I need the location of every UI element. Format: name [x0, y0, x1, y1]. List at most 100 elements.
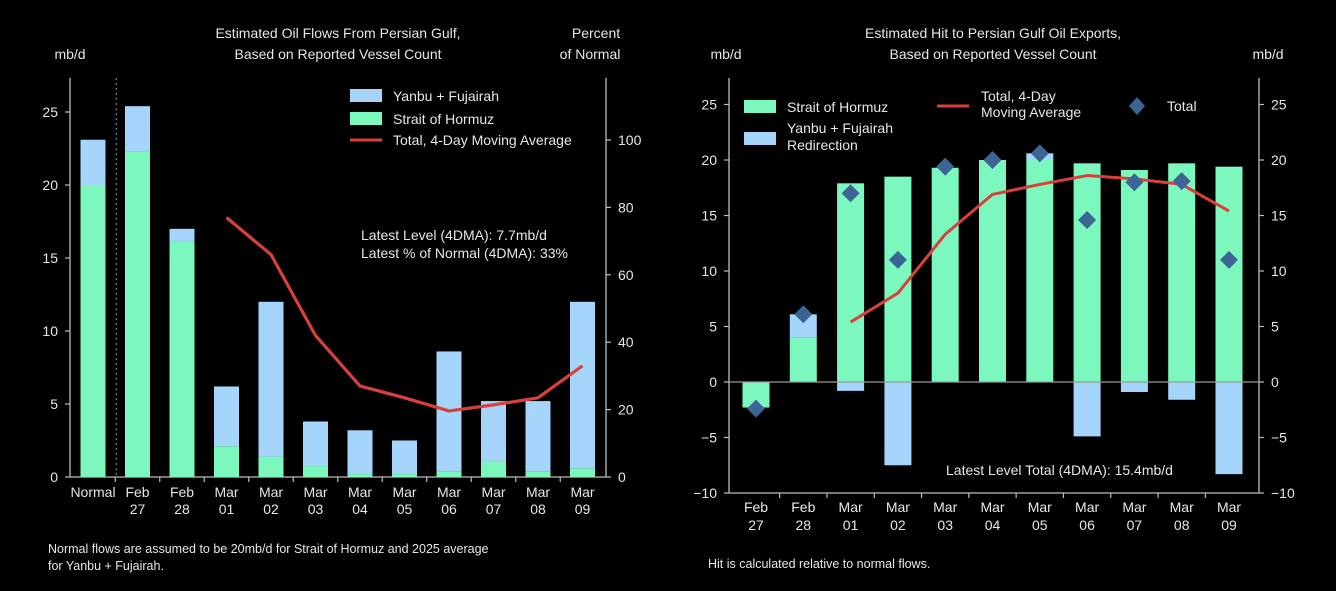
- legend-label-hormuz: Strait of Hormuz: [393, 111, 494, 127]
- right-legend: Strait of Hormuz Yanbu + Fujairah Redire…: [744, 88, 1197, 153]
- right-x-tick-label: 07: [1127, 517, 1143, 533]
- legend-label-4dma-line2: Moving Average: [981, 104, 1081, 120]
- bar-strait-of-hormuz: [481, 460, 506, 477]
- right-x-tick-label: 27: [748, 517, 764, 533]
- left-y2-tick-label: 0: [618, 469, 626, 485]
- left-chart: Estimated Oil Flows From Persian Gulf, B…: [42, 25, 641, 573]
- right-footnote: Hit is calculated relative to normal flo…: [708, 557, 930, 571]
- left-footnote-line2: for Yanbu + Fujairah.: [48, 559, 164, 573]
- bar-strait-of-hormuz: [570, 468, 595, 477]
- left-y2-tick-label: 80: [618, 199, 634, 215]
- left-title-line1: Estimated Oil Flows From Persian Gulf,: [215, 25, 460, 41]
- bar-yanbu-fujairah: [481, 401, 506, 461]
- bar-strait-of-hormuz: [979, 160, 1006, 382]
- right-y2-tick-label: 0: [1271, 374, 1279, 390]
- bar-strait-of-hormuz: [169, 241, 195, 477]
- legend-label-yanbu-line1: Yanbu + Fujairah: [787, 120, 893, 136]
- left-y2-tick-label: 60: [618, 267, 634, 283]
- right-x-tick-label: 06: [1079, 517, 1095, 533]
- bar-strait-of-hormuz: [837, 183, 865, 382]
- left-x-tick-label: 02: [263, 501, 279, 517]
- right-x-tick-label: Mar: [1122, 499, 1146, 515]
- marker-total-diamond: [1030, 144, 1049, 163]
- bar-yanbu-fujairah: [80, 139, 106, 185]
- left-x-tick-label: Mar: [570, 484, 594, 500]
- left-y-tick-label: 5: [50, 396, 58, 412]
- legend-swatch-hormuz: [350, 112, 382, 125]
- legend-label-total: Total: [1167, 98, 1197, 114]
- left-y2label-line1: Percent: [572, 25, 620, 41]
- right-x-tick-label: 08: [1174, 517, 1190, 533]
- bar-strait-of-hormuz: [214, 446, 239, 477]
- right-title-line1: Estimated Hit to Persian Gulf Oil Export…: [865, 25, 1121, 41]
- left-x-tick-label: Mar: [392, 484, 416, 500]
- legend-label-4dma-line1: Total, 4-Day: [981, 88, 1056, 104]
- bar-strait-of-hormuz: [525, 471, 551, 477]
- bar-strait-of-hormuz: [258, 456, 284, 477]
- bar-yanbu-fujairah: [258, 301, 284, 457]
- left-x-tick-label: 01: [219, 501, 235, 517]
- bar-yanbu-fujairah: [525, 401, 551, 472]
- legend-label-hormuz: Strait of Hormuz: [787, 99, 888, 115]
- legend-swatch-total-diamond: [1129, 97, 1145, 115]
- bar-yanbu-fujairah: [347, 430, 373, 475]
- bar-yanbu-fujairah: [303, 421, 328, 467]
- left-annotation-percent: Latest % of Normal (4DMA): 33%: [361, 245, 568, 261]
- right-x-tick-label: 03: [937, 517, 953, 533]
- bar-strait-of-hormuz: [884, 176, 912, 382]
- bar-strait-of-hormuz: [1168, 163, 1196, 382]
- left-x-tick-label: 28: [174, 501, 190, 517]
- left-x-tick-label: 07: [486, 501, 502, 517]
- bar-strait-of-hormuz: [1215, 166, 1243, 382]
- right-x-tick-label: 09: [1221, 517, 1237, 533]
- left-x-tick-label: 05: [397, 501, 413, 517]
- bar-yanbu-fujairah-redirection: [1073, 382, 1101, 437]
- left-y-tick-label: 0: [50, 469, 58, 485]
- bar-strait-of-hormuz: [931, 167, 959, 382]
- bar-yanbu-fujairah-redirection: [1168, 382, 1196, 400]
- left-y-tick-label: 20: [42, 177, 58, 193]
- bar-strait-of-hormuz: [1073, 163, 1101, 382]
- bar-strait-of-hormuz: [303, 466, 328, 477]
- left-y-tick-label: 15: [42, 250, 58, 266]
- right-x-tick-label: Mar: [886, 499, 910, 515]
- marker-total-diamond: [1078, 210, 1097, 229]
- bar-yanbu-fujairah-redirection: [1120, 382, 1148, 392]
- bar-strait-of-hormuz: [347, 474, 373, 477]
- right-y2-tick-label: 5: [1271, 319, 1279, 335]
- right-x-tick-label: Feb: [791, 499, 815, 515]
- right-y2label: mb/d: [1252, 46, 1283, 62]
- left-x-tick-label: Feb: [125, 484, 149, 500]
- marker-total-diamond: [888, 250, 907, 269]
- left-ylabel: mb/d: [54, 46, 85, 62]
- marker-total-diamond: [1220, 250, 1238, 269]
- right-x-tick-label: Mar: [1170, 499, 1194, 515]
- right-y2-tick-label: 10: [1271, 263, 1287, 279]
- left-y2label-line2: of Normal: [560, 46, 621, 62]
- left-x-tick-label: 06: [441, 501, 457, 517]
- right-annotation-level: Latest Level Total (4DMA): 15.4mb/d: [946, 462, 1173, 478]
- right-y-tick-label: −5: [701, 430, 717, 446]
- left-x-tick-label: 03: [308, 501, 324, 517]
- left-footnote-line1: Normal flows are assumed to be 20mb/d fo…: [48, 542, 489, 556]
- left-legend: Yanbu + Fujairah Strait of Hormuz Total,…: [350, 88, 572, 148]
- right-x-tick-label: 01: [843, 517, 859, 533]
- bar-strait-of-hormuz: [125, 151, 150, 478]
- left-x-tick-label: Mar: [348, 484, 372, 500]
- left-y2-tick-label: 100: [618, 132, 642, 148]
- left-x-tick-label: 04: [352, 501, 368, 517]
- left-x-tick-label: Mar: [303, 484, 327, 500]
- bar-yanbu-fujairah: [392, 440, 417, 475]
- right-y2-tick-label: −10: [1271, 485, 1295, 501]
- left-x-tick-label: Normal: [70, 484, 115, 500]
- legend-label-yanbu-line2: Redirection: [787, 137, 858, 153]
- left-y-tick-label: 10: [42, 323, 58, 339]
- marker-total-diamond: [1125, 173, 1144, 192]
- right-x-tick-label: Mar: [1217, 499, 1241, 515]
- right-y2-tick-label: 20: [1271, 152, 1287, 168]
- bar-yanbu-fujairah-redirection: [884, 382, 912, 466]
- left-title-line2: Based on Reported Vessel Count: [234, 46, 441, 62]
- marker-total-diamond: [841, 184, 860, 203]
- bar-yanbu-fujairah-redirection: [789, 314, 817, 338]
